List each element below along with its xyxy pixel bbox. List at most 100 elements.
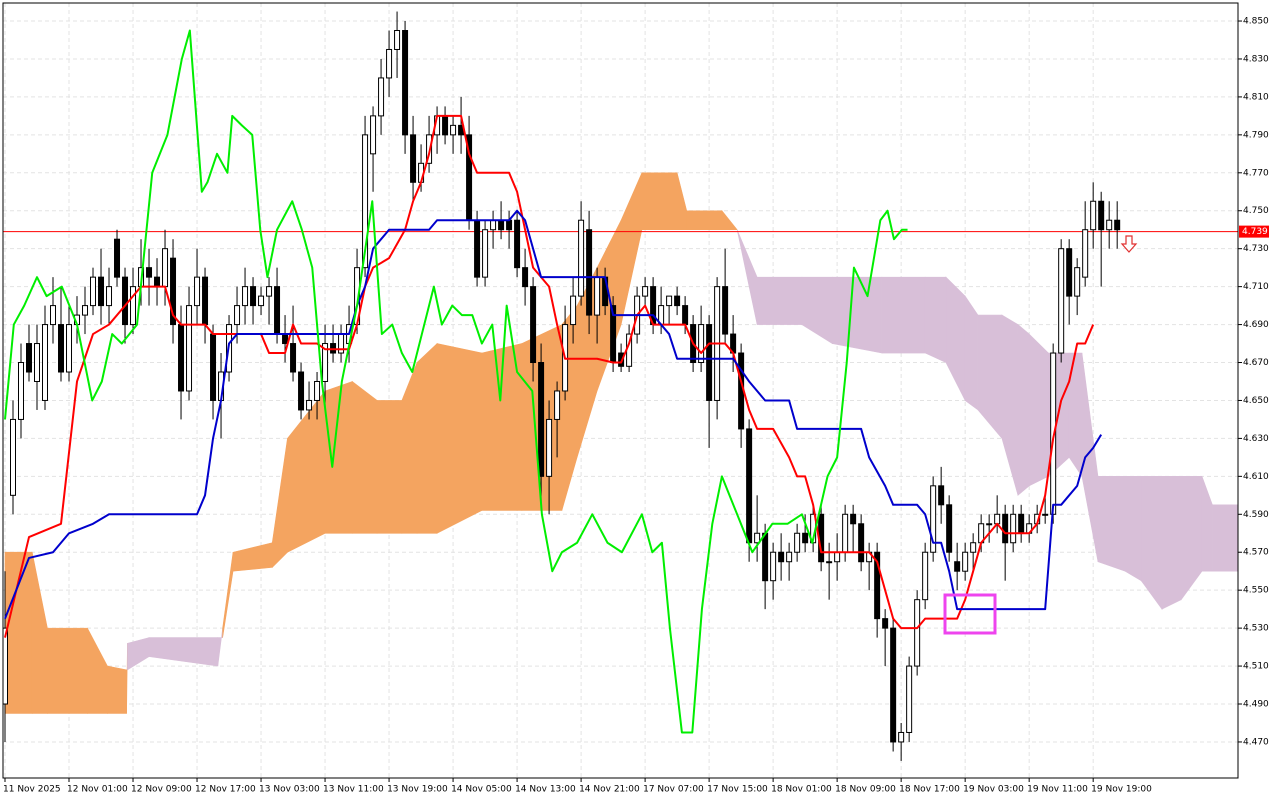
x-tick-label: 14 Nov 21:00	[579, 785, 640, 795]
candle-body	[362, 134, 369, 269]
candle-body	[162, 248, 169, 288]
candle-body	[906, 665, 913, 733]
candle-body	[666, 295, 673, 307]
x-tick-label: 12 Nov 17:00	[195, 785, 256, 795]
candle-body	[170, 257, 177, 326]
cloud-segment	[964, 295, 979, 411]
candle-body	[194, 276, 201, 307]
candle-body	[586, 229, 593, 316]
candle-body	[106, 286, 113, 307]
y-tick-label: 4.850	[1243, 17, 1269, 27]
candle-body	[826, 561, 833, 564]
y-tick-label: 4.710	[1243, 282, 1269, 292]
candle-body	[706, 324, 713, 401]
candle-body	[250, 286, 257, 307]
y-tick-label: 4.470	[1243, 737, 1269, 747]
y-tick-label: 4.810	[1243, 92, 1269, 102]
candle-body	[554, 390, 561, 420]
candle-body	[378, 77, 385, 117]
candle-body	[850, 513, 857, 525]
candle-body	[298, 371, 305, 411]
candle-body	[994, 513, 1001, 525]
axes: 4.470 4.490 4.510 4.530 4.550 4.570 4.590 4.610…	[3, 17, 1269, 795]
candle-body	[1066, 248, 1073, 297]
x-tick-label: 13 Nov 11:00	[323, 785, 384, 795]
x-tick-label: 14 Nov 05:00	[451, 785, 512, 795]
candle-body	[386, 48, 393, 79]
candle-body	[1098, 200, 1105, 231]
y-tick-label: 4.830	[1243, 54, 1269, 64]
y-tick-label: 4.610	[1243, 472, 1269, 482]
candle-body	[410, 134, 417, 183]
candle-body	[154, 276, 161, 288]
cloud-segment	[1097, 476, 1126, 572]
y-tick-label: 4.670	[1243, 358, 1269, 368]
cloud-segment	[351, 380, 378, 534]
candle-body	[938, 485, 945, 506]
cloud-segment	[1124, 476, 1142, 582]
candle-body	[594, 276, 601, 316]
candle-body	[530, 286, 537, 364]
cloud-segment	[107, 665, 127, 714]
candle-body	[42, 324, 49, 401]
cloud-segment	[924, 276, 947, 363]
candle-body	[282, 333, 289, 345]
candle-body	[570, 295, 577, 326]
indicator-line	[4, 114, 1095, 638]
indicator-line	[4, 29, 908, 734]
candle-body	[1018, 513, 1025, 534]
candle-body	[3, 627, 9, 705]
x-tick-label: 11 Nov 2025	[3, 785, 61, 795]
candle-body	[954, 561, 961, 572]
candle-body	[1090, 200, 1097, 231]
candle-body	[370, 115, 377, 155]
x-tick-label: 14 Nov 13:00	[515, 785, 576, 795]
candle-body	[202, 276, 209, 326]
x-tick-label: 19 Nov 19:00	[1091, 785, 1152, 795]
candle-body	[394, 30, 401, 50]
candle-body	[490, 219, 497, 231]
candle-body	[1082, 229, 1089, 278]
y-tick-label: 4.590	[1243, 510, 1269, 520]
y-tick-label: 4.570	[1243, 548, 1269, 558]
candle-body	[498, 219, 505, 231]
candle-body	[578, 219, 585, 297]
candle-body	[122, 276, 129, 326]
candle-body	[682, 305, 689, 326]
highlight-box	[943, 593, 997, 635]
candle-body	[914, 599, 921, 667]
candle-body	[34, 343, 41, 382]
price-label-box	[1239, 225, 1269, 238]
candle-body	[58, 324, 65, 373]
candle-body	[146, 267, 153, 278]
candle-body	[962, 551, 969, 572]
x-tick-label: 12 Nov 01:00	[67, 785, 128, 795]
candle-body	[98, 276, 105, 307]
candle-body	[986, 523, 993, 526]
candle-body	[10, 418, 17, 496]
y-tick-label: 4.630	[1243, 434, 1269, 444]
cloud-segment	[1161, 476, 1182, 610]
x-tick-label: 18 Nov 17:00	[899, 785, 960, 795]
candle-body	[402, 30, 409, 136]
candle-body	[26, 343, 33, 373]
candle-body	[82, 305, 89, 316]
candle-body	[314, 380, 321, 401]
candle-body	[114, 238, 121, 278]
candle-body	[794, 532, 801, 553]
y-tick-label: 4.650	[1243, 396, 1269, 406]
y-tick-label: 4.550	[1243, 586, 1269, 596]
candle-body	[1010, 513, 1017, 544]
x-tick-label: 12 Nov 09:00	[131, 785, 192, 795]
y-tick-label: 4.490	[1243, 700, 1269, 710]
candle-body	[266, 286, 273, 297]
candle-body	[874, 551, 881, 620]
cloud-segment	[881, 276, 926, 354]
candle-body	[474, 219, 481, 278]
candle-body	[514, 219, 521, 269]
candle-body	[258, 295, 265, 307]
candle-body	[842, 513, 849, 553]
y-tick-label: 4.530	[1243, 624, 1269, 634]
cloud-segment	[721, 209, 738, 231]
